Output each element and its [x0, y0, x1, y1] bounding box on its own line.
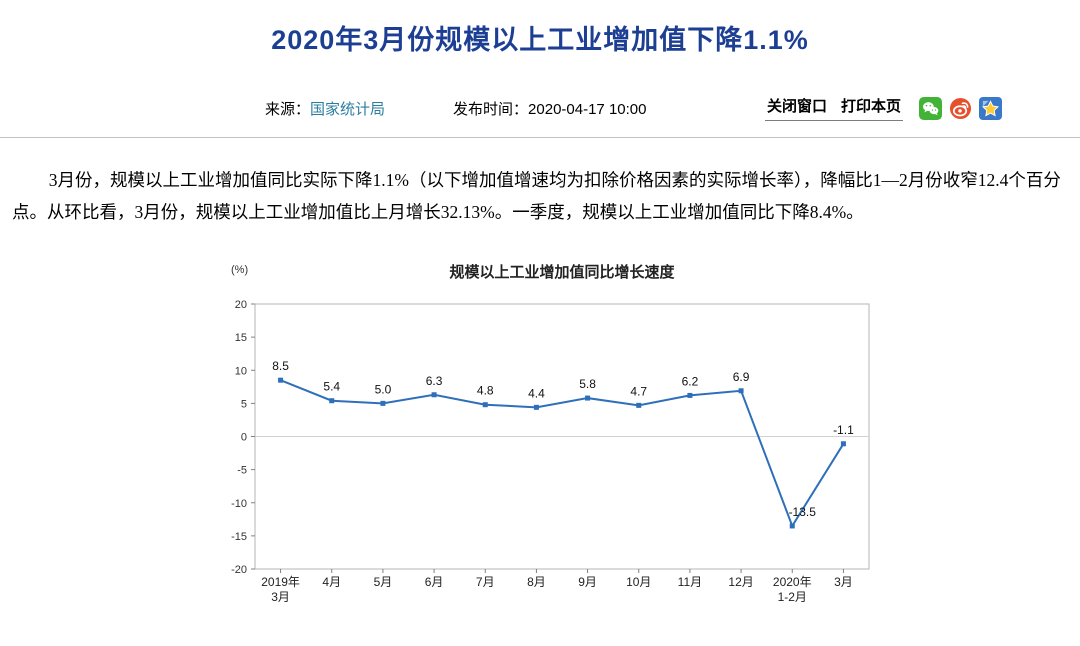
svg-text:5月: 5月 — [374, 575, 393, 589]
svg-text:6.9: 6.9 — [733, 370, 750, 384]
share-icons — [919, 96, 1002, 120]
svg-text:4月: 4月 — [322, 575, 341, 589]
chart-unit-label: (%) — [231, 263, 249, 276]
svg-text:2020年: 2020年 — [773, 575, 812, 589]
publish-time-value: 2020-04-17 10:00 — [528, 100, 647, 118]
source-label: 来源： — [265, 100, 311, 118]
favorite-star-icon[interactable] — [979, 96, 1002, 120]
svg-text:5: 5 — [241, 398, 247, 410]
source: 来源：国家统计局 — [265, 98, 385, 119]
svg-text:2019年: 2019年 — [261, 575, 300, 589]
content-divider — [0, 137, 1080, 138]
svg-text:4.8: 4.8 — [477, 383, 494, 397]
svg-text:20: 20 — [235, 299, 247, 311]
svg-text:8.5: 8.5 — [272, 359, 289, 373]
svg-text:4.7: 4.7 — [630, 384, 647, 398]
svg-text:-10: -10 — [231, 498, 247, 510]
page-title: 2020年3月份规模以上工业增加值下降1.1% — [271, 25, 809, 55]
weibo-share-icon[interactable] — [949, 97, 972, 120]
svg-text:1-2月: 1-2月 — [778, 590, 807, 604]
meta-actions: 关闭窗口 打印本页 — [764, 95, 1002, 121]
article: 3月份，规模以上工业增加值同比实际下降1.1%（以下增加值增速均为扣除价格因素的… — [0, 164, 1080, 229]
svg-text:6月: 6月 — [425, 575, 444, 589]
svg-text:10月: 10月 — [626, 575, 651, 589]
svg-text:6.2: 6.2 — [682, 374, 699, 388]
svg-text:12月: 12月 — [728, 575, 753, 589]
svg-text:4.4: 4.4 — [528, 386, 545, 400]
svg-text:6.3: 6.3 — [426, 374, 443, 388]
svg-text:-20: -20 — [231, 564, 247, 576]
svg-text:-15: -15 — [231, 531, 247, 543]
publish-time: 发布时间：2020-04-17 10:00 — [453, 98, 646, 119]
window-actions: 关闭窗口 打印本页 — [764, 95, 903, 121]
print-page-link[interactable]: 打印本页 — [840, 98, 901, 115]
svg-text:7月: 7月 — [476, 575, 495, 589]
svg-text:5.4: 5.4 — [323, 379, 340, 393]
chart: (%) 规模以上工业增加值同比增长速度 -20 -15 -10 -5 0 5 10 15 20 2… — [207, 261, 887, 621]
svg-text:5.0: 5.0 — [375, 382, 392, 396]
chart-title: 规模以上工业增加值同比增长速度 — [449, 263, 675, 281]
svg-text:15: 15 — [235, 332, 247, 344]
source-link[interactable]: 国家统计局 — [310, 100, 386, 118]
svg-text:-1.1: -1.1 — [833, 423, 854, 437]
svg-text:9月: 9月 — [578, 575, 597, 589]
svg-text:10: 10 — [235, 365, 247, 377]
meta-row: 来源：国家统计局 发布时间：2020-04-17 10:00 关闭窗口 打印本页 — [265, 95, 1002, 121]
svg-text:-5: -5 — [237, 464, 247, 476]
svg-text:5.8: 5.8 — [579, 377, 596, 391]
svg-text:8月: 8月 — [527, 575, 546, 589]
svg-text:11月: 11月 — [678, 575, 702, 589]
svg-text:3月: 3月 — [271, 590, 290, 604]
article-paragraph: 3月份，规模以上工业增加值同比实际下降1.1%（以下增加值增速均为扣除价格因素的… — [12, 170, 1061, 223]
wechat-share-icon[interactable] — [919, 96, 942, 120]
close-window-link[interactable]: 关闭窗口 — [766, 98, 827, 115]
svg-text:0: 0 — [241, 431, 247, 443]
svg-text:3月: 3月 — [834, 575, 853, 589]
svg-text:-13.5: -13.5 — [789, 505, 817, 519]
publish-label: 发布时间： — [453, 100, 529, 118]
